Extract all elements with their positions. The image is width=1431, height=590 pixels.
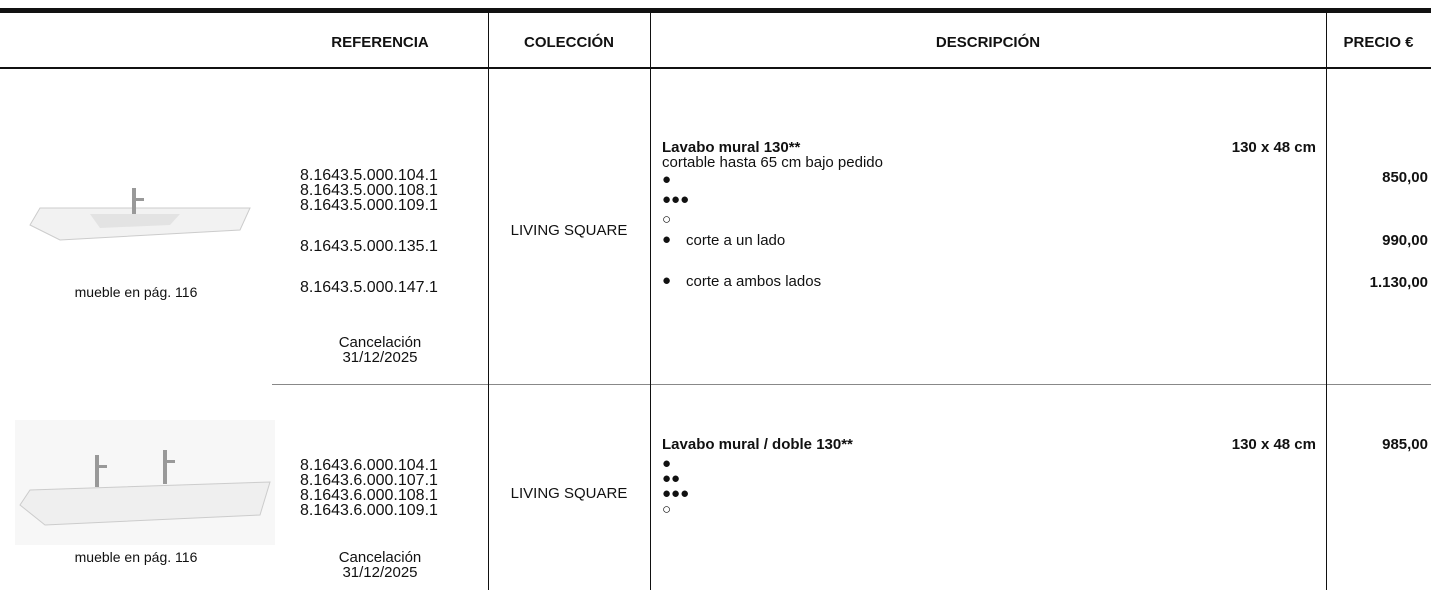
price: 1.130,00 <box>1369 274 1428 291</box>
column-header: COLECCIÓN <box>524 34 614 51</box>
description-title: Lavabo mural / doble 130** <box>662 436 853 453</box>
price: 985,00 <box>1382 436 1428 453</box>
col-rule <box>488 13 489 590</box>
reference: 8.1643.6.000.108.1 <box>300 487 438 504</box>
reference: 8.1643.5.000.147.1 <box>300 279 438 296</box>
image-caption: mueble en pág. 116 <box>74 549 198 565</box>
reference: 8.1643.5.000.108.1 <box>300 182 438 199</box>
collection: LIVING SQUARE <box>510 222 628 239</box>
reference: 8.1643.5.000.135.1 <box>300 238 438 255</box>
column-header: PRECIO € <box>1343 34 1414 51</box>
top-rule <box>0 8 1431 13</box>
symbol: ●● <box>662 470 681 487</box>
product-image <box>15 420 275 545</box>
description-line: corte a ambos lados <box>686 273 822 290</box>
description-line: corte a un lado <box>686 232 786 249</box>
symbol: ●●● <box>662 191 690 208</box>
cancellation-date: 31/12/2025 <box>342 349 418 366</box>
symbol: ● <box>662 231 672 248</box>
symbol: ● <box>662 171 672 188</box>
reference: 8.1643.6.000.107.1 <box>300 472 438 489</box>
symbol: ○ <box>662 211 672 228</box>
description-note: cortable hasta 65 cm bajo pedido <box>662 154 883 171</box>
size: 130 x 48 cm <box>1231 436 1316 453</box>
price: 990,00 <box>1382 232 1428 249</box>
row-rule <box>272 384 1431 385</box>
reference: 8.1643.6.000.104.1 <box>300 457 438 474</box>
symbol: ● <box>662 455 672 472</box>
reference: 8.1643.5.000.104.1 <box>300 167 438 184</box>
symbol: ○ <box>662 501 672 518</box>
cancellation-date: 31/12/2025 <box>342 564 418 581</box>
symbol: ● <box>662 272 672 289</box>
column-header: DESCRIPCIÓN <box>935 34 1041 51</box>
col-rule <box>1326 13 1327 590</box>
symbol: ●●● <box>662 485 690 502</box>
col-rule <box>650 13 651 590</box>
image-caption: mueble en pág. 116 <box>74 284 198 300</box>
header-rule <box>0 67 1431 69</box>
collection: LIVING SQUARE <box>510 485 628 502</box>
cancellation-label: Cancelación <box>338 334 422 351</box>
reference: 8.1643.5.000.109.1 <box>300 197 438 214</box>
size: 130 x 48 cm <box>1231 139 1316 156</box>
column-header: REFERENCIA <box>331 34 429 51</box>
description-title: Lavabo mural 130** <box>662 139 801 156</box>
price: 850,00 <box>1382 169 1428 186</box>
product-image <box>29 188 251 241</box>
reference: 8.1643.6.000.109.1 <box>300 502 438 519</box>
cancellation-label: Cancelación <box>338 549 422 566</box>
